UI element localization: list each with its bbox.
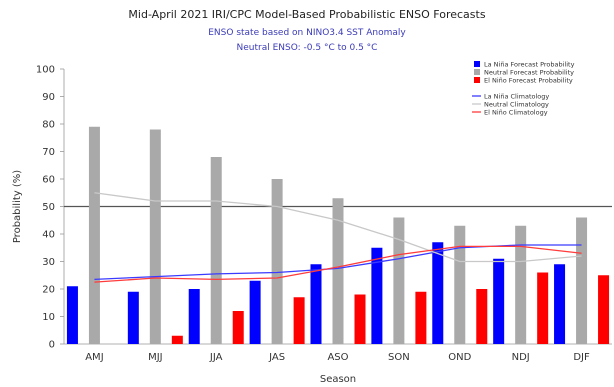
bar-1-JAS	[271, 179, 283, 344]
bar-2-OND	[476, 289, 488, 344]
x-tick-label: JAS	[268, 352, 285, 363]
bar-0-ASO	[310, 264, 322, 344]
bar-1-MJJ	[149, 129, 161, 344]
bar-1-OND	[454, 225, 466, 344]
x-tick-label: AMJ	[85, 352, 103, 363]
legend-label: La Niña Climatology	[484, 93, 549, 101]
y-tick-label: 70	[42, 147, 55, 158]
chart-subtitle-1: ENSO state based on NINO3.4 SST Anomaly	[208, 28, 406, 38]
bar-1-SON	[393, 217, 405, 344]
bar-0-JAS	[249, 280, 261, 344]
bar-2-NDJ	[537, 272, 549, 344]
legend-swatch-2	[474, 77, 480, 83]
x-axis-title: Season	[320, 374, 356, 385]
bar-2-DJF	[598, 275, 610, 344]
bar-0-NDJ	[493, 258, 505, 344]
x-tick-label: DJF	[573, 352, 590, 363]
x-tick-label: NDJ	[512, 352, 530, 363]
legend-swatch-0	[474, 61, 480, 67]
x-tick-label: JJA	[209, 352, 223, 363]
y-tick-label: 80	[42, 120, 55, 131]
chart-subtitle-2: Neutral ENSO: -0.5 °C to 0.5 °C	[236, 43, 378, 53]
bar-2-JJA	[232, 311, 244, 344]
legend-label: Neutral Forecast Probability	[484, 69, 574, 77]
y-tick-label: 30	[42, 257, 55, 268]
legend-label: Neutral Climatology	[484, 101, 549, 109]
y-tick-label: 10	[42, 312, 55, 323]
y-tick-label: 40	[42, 230, 55, 241]
bar-0-JJA	[188, 289, 200, 344]
x-tick-label: OND	[448, 352, 471, 363]
bar-0-SON	[371, 247, 383, 344]
bar-0-MJJ	[127, 291, 139, 344]
bar-2-ASO	[354, 294, 366, 344]
chart-title: Mid-April 2021 IRI/CPC Model-Based Proba…	[128, 8, 486, 21]
bar-1-JJA	[210, 157, 222, 344]
y-tick-label: 90	[42, 92, 55, 103]
legend-swatch-1	[474, 69, 480, 75]
y-tick-label: 50	[42, 202, 55, 213]
bar-2-SON	[415, 291, 427, 344]
legend-label: El Niño Forecast Probability	[484, 77, 573, 85]
legend-label: El Niño Climatology	[484, 109, 548, 117]
bar-1-AMJ	[88, 126, 100, 344]
y-tick-label: 0	[49, 340, 55, 351]
y-tick-label: 20	[42, 285, 55, 296]
y-tick-label: 100	[36, 65, 55, 76]
x-tick-label: MJJ	[148, 352, 163, 363]
y-tick-label: 60	[42, 175, 55, 186]
x-tick-label: SON	[388, 352, 410, 363]
legend-label: La Niña Forecast Probability	[484, 61, 575, 69]
bar-2-MJJ	[171, 335, 183, 344]
bar-0-DJF	[554, 264, 566, 344]
bar-0-AMJ	[66, 286, 78, 344]
x-tick-label: ASO	[327, 352, 348, 363]
y-axis-title: Probability (%)	[12, 170, 23, 243]
bar-1-DJF	[576, 217, 588, 344]
bar-2-JAS	[293, 297, 305, 344]
climatology-line-2	[94, 245, 582, 283]
bar-1-ASO	[332, 198, 344, 344]
bar-1-NDJ	[515, 225, 527, 344]
bar-0-OND	[432, 242, 444, 344]
climatology-line-1	[94, 192, 582, 263]
